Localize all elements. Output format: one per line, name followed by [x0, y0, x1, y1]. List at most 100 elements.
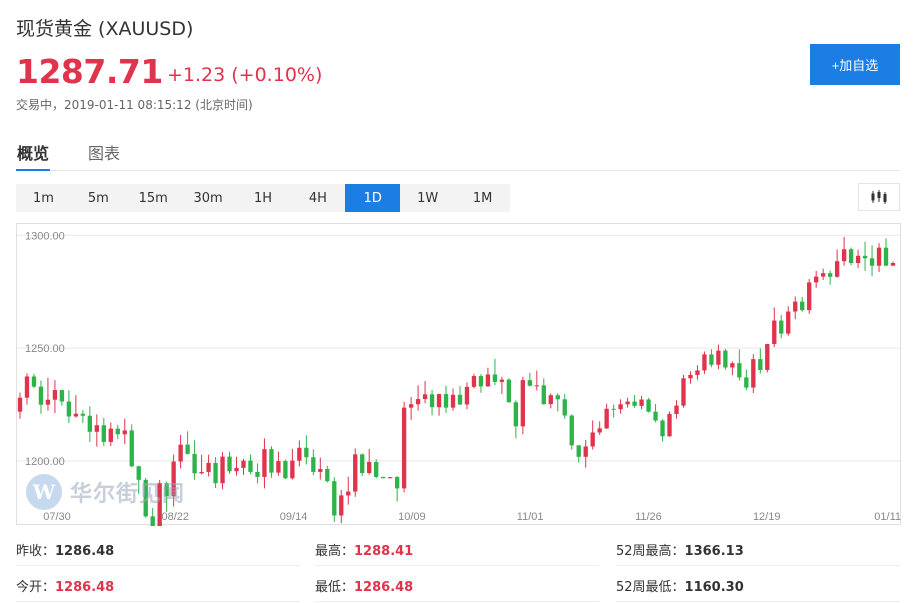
- candle-body: [213, 462, 218, 484]
- stat-label: 最高：: [315, 544, 355, 559]
- period-15m[interactable]: 15m: [138, 190, 168, 206]
- period-1mo[interactable]: 1M: [472, 190, 493, 206]
- period-4h[interactable]: 4H: [308, 190, 327, 206]
- candle-body: [660, 420, 665, 437]
- candle-body: [122, 430, 127, 435]
- candle-body: [457, 394, 463, 405]
- candle-body: [555, 395, 560, 400]
- candle-body: [590, 432, 595, 447]
- period-selector: 1m 5m 15m 30m 1H 4H 1D 1W 1M: [16, 184, 510, 212]
- candle-body: [646, 399, 651, 412]
- candle-body: [415, 399, 421, 405]
- candle-body: [848, 249, 854, 264]
- candle-body: [220, 456, 225, 484]
- candle-body: [136, 466, 141, 480]
- candle-body: [597, 428, 602, 433]
- candle-body: [318, 469, 323, 472]
- candle-body: [855, 255, 861, 264]
- period-1m[interactable]: 1m: [32, 190, 54, 206]
- candle-body: [94, 425, 99, 432]
- candle-body: [611, 408, 616, 410]
- candle-body: [541, 385, 546, 405]
- candle-body: [450, 394, 456, 408]
- candle-body: [52, 390, 58, 400]
- candle-body: [548, 395, 553, 405]
- y-tick-label: 1250.00: [25, 343, 65, 355]
- candle-body: [807, 282, 812, 311]
- candle-body: [164, 483, 169, 497]
- watermark: W 华尔街见闻: [26, 474, 185, 510]
- period-5m[interactable]: 5m: [87, 190, 109, 206]
- add-to-watchlist-button[interactable]: +加自选: [810, 44, 900, 85]
- stat-high: 最高：1288.41: [315, 540, 599, 566]
- candle-body: [129, 430, 134, 467]
- stat-value: 1286.48: [55, 544, 115, 559]
- candle-body: [583, 446, 588, 457]
- candle-body: [890, 263, 896, 266]
- chart-type-button[interactable]: [858, 183, 900, 211]
- candle-body: [569, 415, 574, 446]
- candle-body: [108, 428, 113, 442]
- x-tick-label: 01/11: [874, 511, 901, 523]
- candle-body: [779, 320, 784, 334]
- candle-body: [199, 471, 204, 474]
- candle-body: [716, 350, 721, 365]
- candle-body: [87, 415, 93, 432]
- candle-body: [192, 453, 197, 474]
- candle-body: [625, 401, 630, 405]
- price-chart[interactable]: 1300.00 1250.00 1200.00 07/30 08/22 09/14 10/0…: [16, 223, 902, 526]
- tab-chart[interactable]: 图表: [88, 144, 121, 163]
- candle-body: [471, 376, 477, 387]
- candle-body: [576, 445, 581, 457]
- candle-body: [492, 374, 498, 382]
- candle-body: [185, 444, 190, 454]
- candle-body: [66, 401, 72, 417]
- candle-body: [730, 363, 735, 368]
- stat-low: 最低：1286.48: [315, 576, 599, 602]
- candle-body: [869, 258, 875, 266]
- tab-overview[interactable]: 概览: [16, 140, 51, 171]
- period-1h[interactable]: 1H: [253, 190, 273, 206]
- candlestick-chart: 1300.00 1250.00 1200.00 07/30 08/22 09/14 10/0…: [17, 230, 902, 526]
- trading-status: 交易中，2019-01-11 08:15:12 (北京时间): [16, 98, 253, 112]
- candle-body: [360, 454, 365, 474]
- candle-body: [834, 261, 840, 277]
- candle-body: [772, 320, 777, 345]
- candle-body: [206, 462, 211, 472]
- candle-body: [653, 411, 658, 421]
- period-1w[interactable]: 1W: [417, 190, 439, 206]
- candle-body: [387, 477, 393, 479]
- candle-body: [744, 377, 749, 388]
- candle-body: [367, 462, 372, 474]
- candle-body: [751, 359, 756, 388]
- price-change: +1.23 (+0.10%): [167, 64, 323, 86]
- candle-body: [800, 301, 805, 311]
- candle-body: [436, 394, 442, 408]
- candle-body: [793, 301, 798, 312]
- main-tabs: 概览 图表: [16, 136, 900, 171]
- candle-body: [353, 454, 358, 492]
- candle-body: [150, 516, 155, 526]
- y-tick-label: 1300.00: [25, 230, 65, 242]
- x-tick-label: 08/22: [162, 511, 190, 523]
- candle-body: [841, 249, 847, 262]
- candle-body: [38, 386, 44, 405]
- candle-body: [876, 247, 882, 266]
- stat-label: 今开：: [16, 580, 56, 595]
- stat-label: 52周最高：: [616, 544, 685, 559]
- candle-body: [248, 460, 253, 472]
- stat-label: 52周最低：: [616, 580, 685, 595]
- candle-body: [255, 471, 260, 477]
- candle-body: [695, 370, 700, 375]
- candle-body: [709, 354, 714, 365]
- candle-body: [31, 376, 37, 387]
- stat-value: 1160.30: [684, 580, 744, 595]
- period-30m[interactable]: 30m: [193, 190, 223, 206]
- candlestick-icon: [871, 190, 887, 204]
- x-tick-label: 09/14: [280, 511, 308, 523]
- candle-body: [429, 394, 435, 408]
- candle-body: [339, 495, 344, 516]
- period-1d[interactable]: 1D: [345, 184, 401, 212]
- candle-body: [723, 350, 728, 368]
- candle-body: [667, 413, 672, 437]
